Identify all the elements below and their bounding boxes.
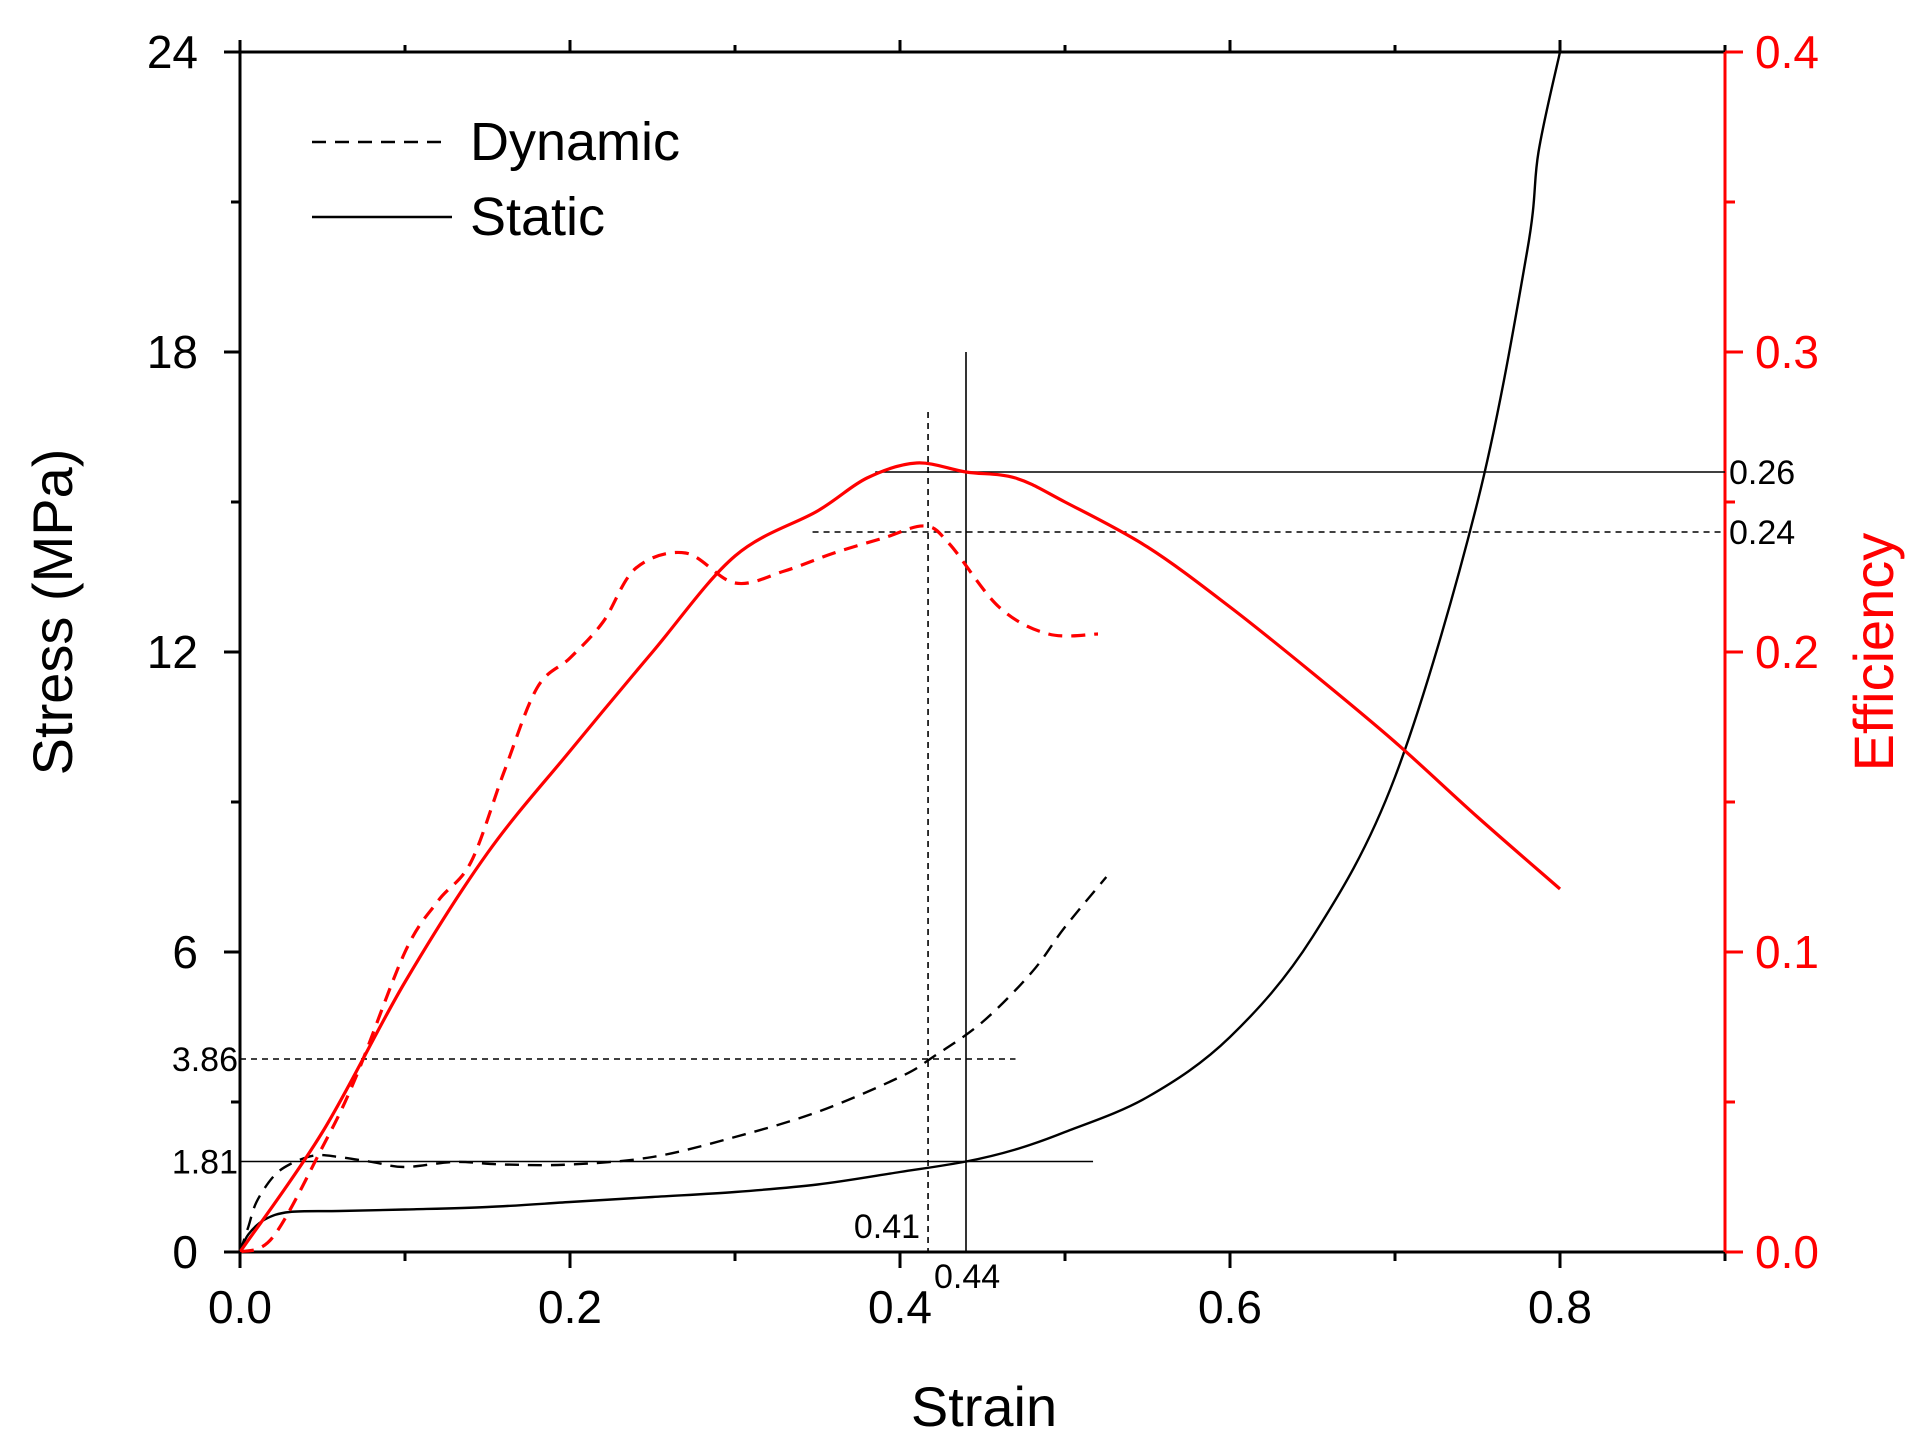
y-tick-label: 18 — [147, 326, 198, 378]
y2-axis-label: Efficiency — [1842, 533, 1905, 772]
annotation-label-3.86: 3.86 — [172, 1041, 238, 1079]
x-tick-label: 0.0 — [208, 1281, 272, 1333]
x-tick-label: 0.6 — [1198, 1281, 1262, 1333]
series-line-static — [238, 51, 1562, 1253]
labels-layer: Strain Stress (MPa) Efficiency — [21, 449, 1905, 1438]
y2-tick-label: 0.2 — [1755, 626, 1819, 678]
legend: Dynamic Static — [312, 112, 680, 247]
x-tick-label: 0.4 — [868, 1281, 932, 1333]
y2-tick-label: 0.0 — [1755, 1226, 1819, 1278]
y2-tick-label: 0.4 — [1755, 26, 1819, 78]
annotation-label-0.24: 0.24 — [1729, 514, 1795, 552]
annotation-lines: 0.26 0.24 3.86 1.81 0.41 0.44 — [172, 352, 1795, 1296]
legend-static-label: Static — [470, 187, 605, 247]
x-axis-label: Strain — [911, 1375, 1057, 1438]
y-axis-label: Stress (MPa) — [21, 449, 84, 776]
y2-tick-label: 0.1 — [1755, 926, 1819, 978]
y-tick-label: 6 — [172, 926, 198, 978]
y-tick-label: 0 — [172, 1226, 198, 1278]
ticks-layer: 0.0 0.2 0.4 0.6 0.8 0 6 12 18 24 0.0 0.1 0.2 0.3 0.4 — [147, 26, 1819, 1333]
series-line-dynamic — [238, 876, 1108, 1253]
x-tick-label: 0.2 — [538, 1281, 602, 1333]
x-tick-label: 0.8 — [1528, 1281, 1592, 1333]
annotation-label-0.44: 0.44 — [934, 1258, 1000, 1296]
plot-frame — [238, 50, 1727, 1254]
legend-dynamic-label: Dynamic — [470, 112, 680, 172]
annotation-label-0.41: 0.41 — [854, 1208, 920, 1246]
annotation-label-0.26: 0.26 — [1729, 454, 1795, 492]
y2-tick-label: 0.3 — [1755, 326, 1819, 378]
series-line-static-efficiency — [238, 461, 1562, 1253]
series-layer — [238, 51, 1562, 1254]
y-tick-label: 24 — [147, 26, 198, 78]
y-tick-label: 12 — [147, 626, 198, 678]
series-line-dynamic-efficiency — [239, 524, 1099, 1254]
annotation-label-1.81: 1.81 — [172, 1144, 238, 1182]
